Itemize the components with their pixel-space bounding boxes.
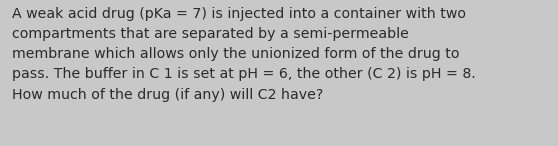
Text: A weak acid drug (pKa = 7) is injected into a container with two
compartments th: A weak acid drug (pKa = 7) is injected i… xyxy=(12,7,476,101)
